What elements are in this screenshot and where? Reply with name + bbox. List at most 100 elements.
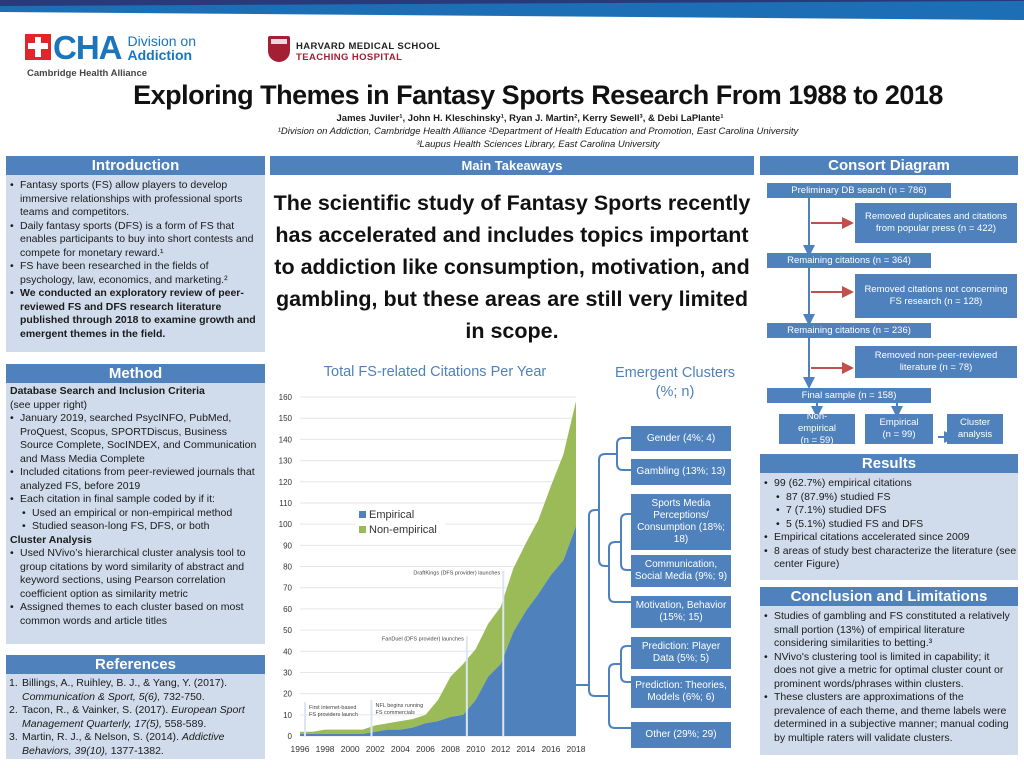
conclusion-bullet: Studies of gambling and FS constituted a… — [760, 610, 1014, 651]
affiliations-line1: ¹Division on Addiction, Cambridge Health… — [277, 126, 799, 137]
hms-logo: HARVARD MEDICAL SCHOOL TEACHING HOSPITAL — [268, 36, 440, 63]
introduction-panel: Introduction Fantasy sports (FS) allow p… — [6, 156, 265, 352]
method-bullet: Included citations from peer-reviewed jo… — [6, 466, 261, 493]
method-sub-bullet: Studied season-long FS, DFS, or both — [6, 520, 261, 534]
x-tick-label: 2002 — [366, 744, 385, 754]
annotation-label: First internet-based — [309, 705, 356, 711]
cluster-other: Other (29%; 29) — [631, 722, 731, 748]
consort-final: Final sample (n = 158) — [767, 388, 931, 403]
clusters-title: Emergent Clusters (%; n) — [614, 365, 736, 400]
result-sub-item: 7 (7.1%) studied DFS — [760, 504, 1018, 518]
method-heading: Method — [6, 364, 265, 383]
poster-title: Exploring Themes in Fantasy Sports Resea… — [133, 80, 943, 110]
results-panel: Results 99 (62.7%) empirical citations 8… — [760, 454, 1018, 580]
method-subhead: Database Search and Inclusion Criteria — [10, 385, 205, 397]
dendrogram-lines — [575, 437, 631, 729]
conclusion-heading: Conclusion and Limitations — [760, 587, 1018, 606]
method-note: (see upper right) — [10, 398, 88, 411]
cluster-gambling: Gambling (13%; 13) — [631, 459, 731, 485]
cluster-prediction-player: Prediction: Player Data (5%; 5) — [631, 637, 731, 669]
y-tick-label: 0 — [288, 732, 293, 741]
result-item: 99 (62.7%) empirical citations — [760, 477, 1018, 491]
cluster-sports-media: Sports Media Perceptions/ Consumption (1… — [631, 494, 731, 550]
x-tick-label: 2000 — [341, 744, 360, 754]
y-tick-label: 10 — [283, 711, 292, 720]
x-tick-label: 2014 — [516, 744, 535, 754]
method-bullet: Each citation in final sample coded by i… — [6, 493, 261, 507]
authors: James Juviler¹, John H. Kleschinsky¹, Ry… — [336, 113, 724, 124]
annotation-label: DraftKings (DFS provider) launches — [413, 571, 500, 577]
annotation-label: FS providers launch — [309, 712, 358, 718]
cha-cross-icon — [25, 34, 51, 60]
consort-remaining2: Remaining citations (n = 236) — [767, 323, 931, 338]
x-tick-label: 2004 — [391, 744, 410, 754]
y-tick-label: 40 — [283, 647, 292, 656]
conclusion-panel: Conclusion and Limitations Studies of ga… — [760, 587, 1018, 755]
result-sub-item: 5 (5.1%) studied FS and DFS — [760, 518, 1018, 532]
y-tick-label: 20 — [283, 690, 292, 699]
y-tick-label: 60 — [283, 605, 292, 614]
conclusion-bullet: These clusters are approximations of the… — [760, 691, 1014, 745]
y-tick-label: 30 — [283, 668, 292, 677]
result-item: 8 areas of study best characterize the l… — [760, 545, 1018, 572]
y-tick-label: 90 — [283, 541, 292, 550]
cluster-prediction-theories: Prediction: Theories, Models (6%; 6) — [631, 676, 731, 708]
introduction-heading: Introduction — [6, 156, 265, 175]
y-tick-label: 120 — [279, 478, 293, 487]
consort-empirical: Empirical (n = 99) — [865, 414, 933, 444]
consort-heading: Consort Diagram — [760, 156, 1018, 175]
consort-removed2: Removed citations not concerning FS rese… — [855, 274, 1017, 318]
y-tick-label: 80 — [283, 563, 292, 572]
cha-subtitle: Cambridge Health Alliance — [27, 68, 148, 79]
y-tick-label: 130 — [279, 457, 293, 466]
reference-item: Tacon, R., & Vainker, S. (2017). Europea… — [6, 704, 261, 731]
y-tick-label: 160 — [279, 393, 293, 402]
method-bullet: Used NVivo’s hierarchical cluster analys… — [6, 547, 261, 601]
top-banner — [0, 0, 1024, 20]
chart-title: Total FS-related Citations Per Year — [323, 364, 547, 380]
method-panel: Method Database Search and Inclusion Cri… — [6, 364, 265, 644]
cluster-motivation: Motivation, Behavior (15%; 15) — [631, 596, 731, 628]
x-tick-label: 1996 — [291, 744, 310, 754]
x-tick-label: 2016 — [541, 744, 560, 754]
annotation-label: NFL begins running — [376, 703, 424, 709]
main-takeaway-text: The scientific study of Fantasy Sports r… — [273, 191, 751, 343]
method-bullet: January 2019, searched PsycINFO, PubMed,… — [6, 412, 261, 466]
cha-logo: CHA Division on Addiction — [25, 29, 196, 66]
legend-swatch — [359, 511, 366, 518]
y-tick-label: 50 — [283, 626, 292, 635]
intro-bullet: We conducted an exploratory review of pe… — [6, 287, 261, 341]
citations-area-chart: 0 10 20 30 40 50 60 70 80 90 100 110 120 130 140 150 160… — [279, 393, 586, 754]
consort-removed1: Removed duplicates and citations from po… — [855, 203, 1017, 243]
division-name: Division on Addiction — [127, 33, 196, 63]
annotation-label: FanDuel (DFS provider) launches — [382, 636, 464, 642]
intro-bullet: Fantasy sports (FS) allow players to dev… — [6, 179, 261, 220]
result-sub-item: 87 (87.9%) studied FS — [760, 491, 1018, 505]
legend-label: Empirical — [369, 509, 414, 521]
x-tick-label: 2010 — [466, 744, 485, 754]
y-tick-label: 100 — [279, 520, 293, 529]
legend-label: Non-empirical — [369, 524, 437, 536]
consort-cluster-analysis: Cluster analysis — [947, 414, 1003, 444]
legend-swatch — [359, 526, 366, 533]
references-panel: References Billings, A., Ruihley, B. J.,… — [6, 655, 265, 759]
consort-remaining1: Remaining citations (n = 364) — [767, 253, 931, 268]
method-subhead: Cluster Analysis — [10, 533, 92, 546]
result-item: Empirical citations accelerated since 20… — [760, 531, 1018, 545]
method-bullet: Assigned themes to each cluster based on… — [6, 601, 261, 628]
harvard-shield-icon — [268, 36, 290, 62]
main-takeaways-heading: Main Takeaways — [270, 156, 754, 175]
affiliations-line2: ³Laupus Health Sciences Library, East Ca… — [416, 139, 660, 150]
consort-nonempirical: Non-empirical (n = 59) — [779, 411, 855, 446]
reference-item: Martin, R. J., & Nelson, S. (2014). Addi… — [6, 731, 261, 758]
y-tick-label: 110 — [279, 499, 292, 508]
cluster-gender: Gender (4%; 4) — [631, 426, 731, 451]
cha-letters: CHA — [53, 29, 122, 66]
reference-item: Billings, A., Ruihley, B. J., & Yang, Y.… — [6, 677, 261, 704]
empirical-area — [300, 526, 576, 736]
x-tick-label: 2018 — [567, 744, 586, 754]
legend-bg — [355, 511, 445, 543]
consort-prelim: Preliminary DB search (n = 786) — [767, 183, 951, 198]
results-heading: Results — [760, 454, 1018, 473]
y-tick-label: 70 — [283, 584, 292, 593]
